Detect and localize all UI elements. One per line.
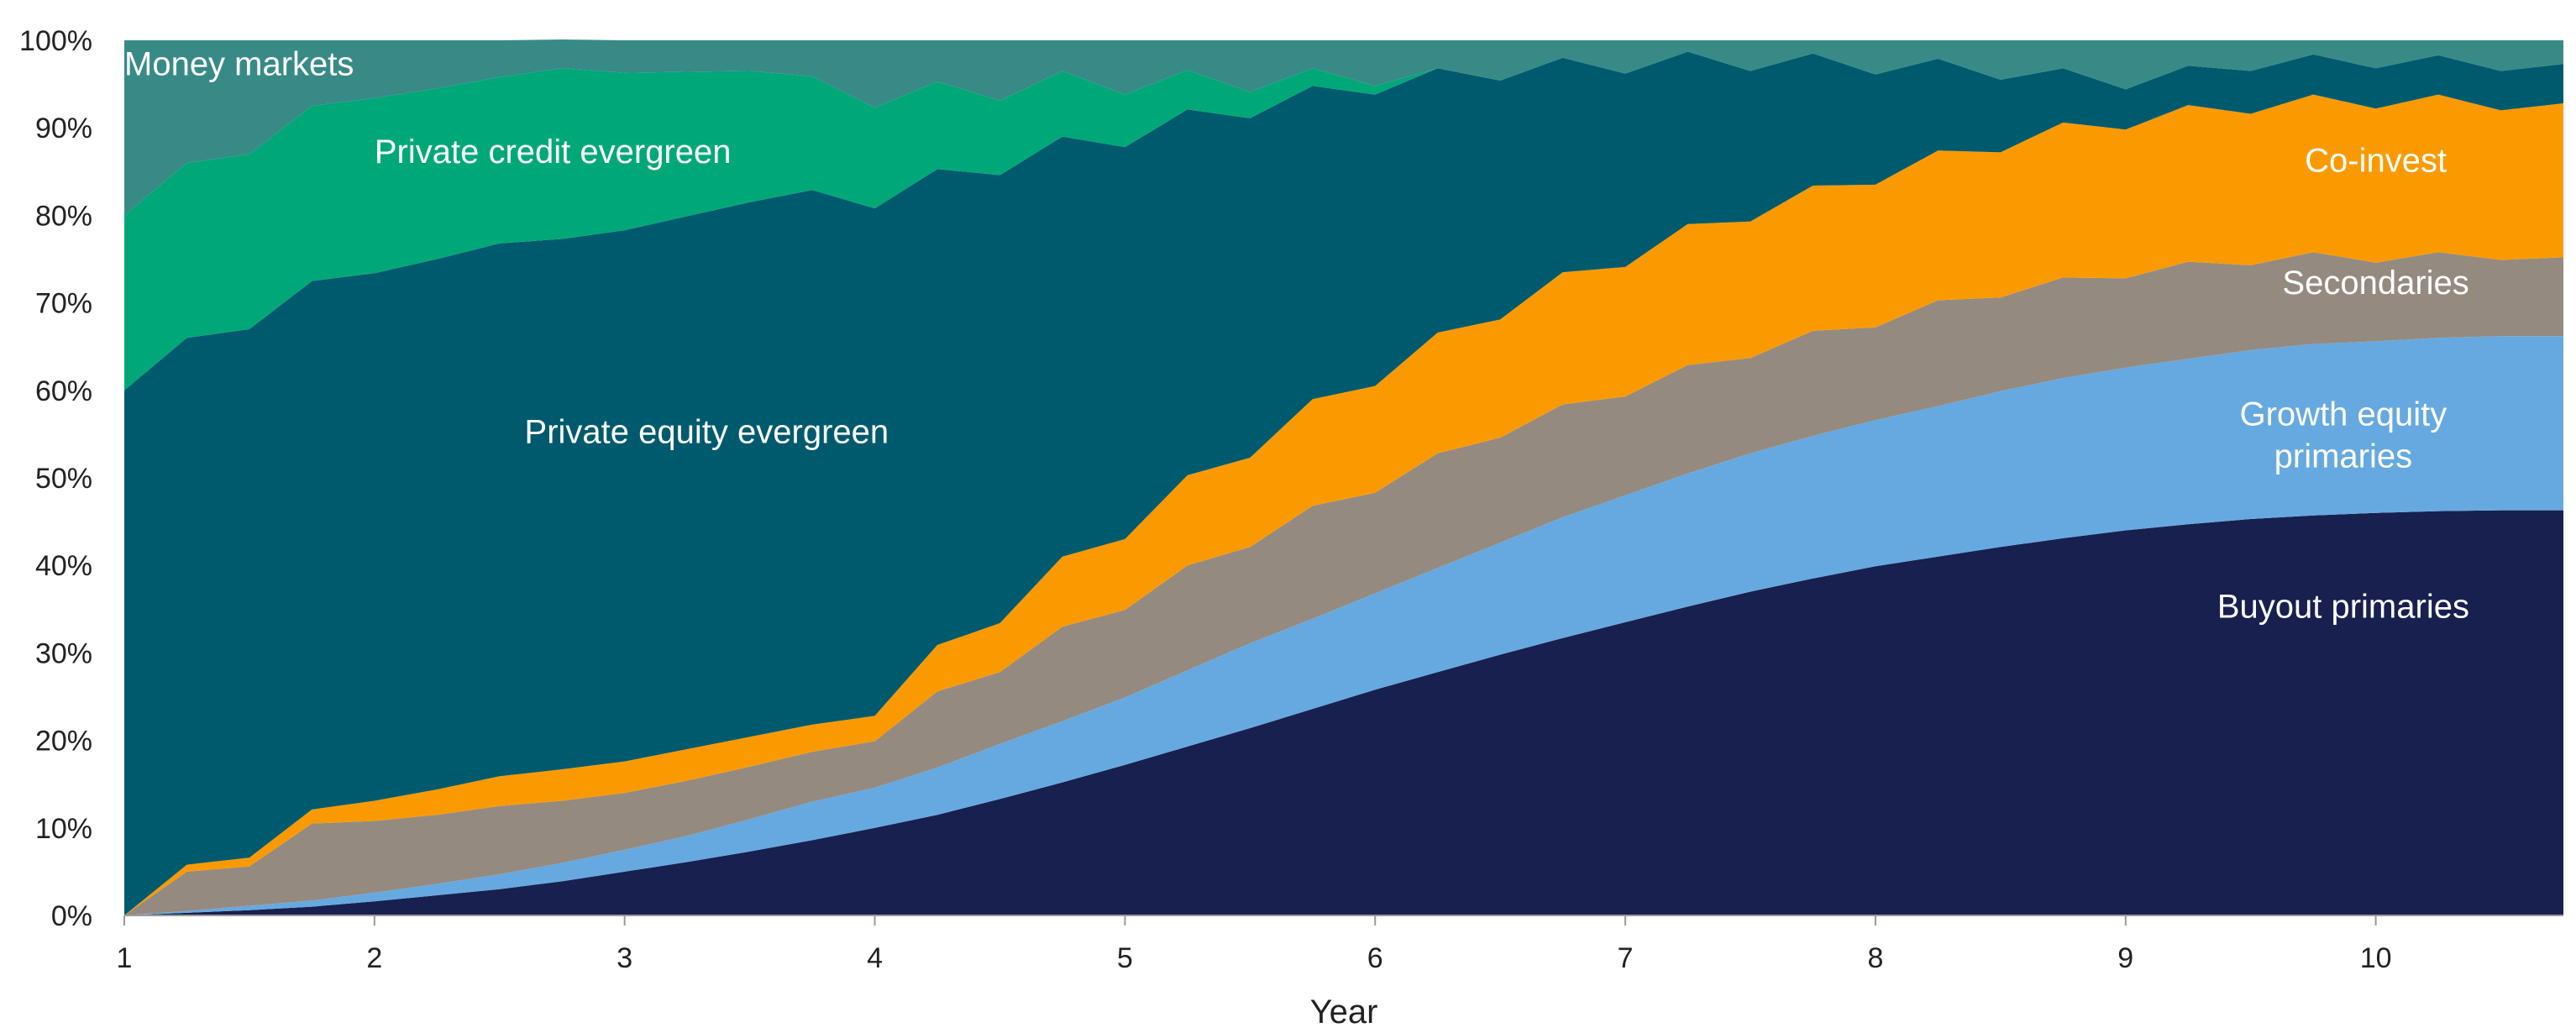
y-tick-label: 70% <box>35 288 92 320</box>
y-tick-label: 90% <box>35 113 92 144</box>
y-tick-label: 50% <box>35 463 92 495</box>
area-secondaries <box>124 252 2563 915</box>
x-axis-tick-labels: 1 2 3 4 5 6 7 8 9 10 <box>117 915 2392 974</box>
area-private-credit-evergreen <box>124 51 2563 391</box>
label-co-invest: Co-invest <box>2305 142 2447 179</box>
y-tick-label: 30% <box>35 637 92 669</box>
area-co-invest <box>124 94 2563 916</box>
x-tick-label: 1 <box>117 942 133 974</box>
x-tick-label: 7 <box>1618 942 1634 974</box>
x-tick-label: 6 <box>1367 942 1383 974</box>
y-tick-label: 80% <box>35 200 92 232</box>
y-tick-label: 100% <box>19 25 92 57</box>
y-tick-label: 20% <box>35 726 92 758</box>
x-axis-title: Year <box>1310 994 1378 1030</box>
label-money-markets: Money markets <box>124 46 354 83</box>
area-money-markets <box>124 39 2563 216</box>
y-tick-label: 0% <box>51 900 92 932</box>
x-tick-label: 4 <box>867 942 883 974</box>
x-tick-label: 8 <box>1867 942 1883 974</box>
label-buyout-primaries: Buyout primaries <box>2217 589 2469 626</box>
x-tick-label: 9 <box>2117 942 2133 974</box>
x-tick-label: 10 <box>2360 942 2392 974</box>
area-private-equity-evergreen <box>124 51 2563 915</box>
label-private-equity-evergreen: Private equity evergreen <box>525 413 889 450</box>
x-tick-label: 5 <box>1117 942 1133 974</box>
area-buyout-primaries <box>124 510 2563 915</box>
y-tick-label: 60% <box>35 375 92 407</box>
y-tick-label: 10% <box>35 813 92 845</box>
label-growth-equity-primaries: Growth equity primaries <box>2240 396 2447 475</box>
label-secondaries: Secondaries <box>2282 265 2468 302</box>
y-axis-tick-labels: 0% 10% 20% 30% 40% 50% 60% 70% 80% 90% 100% <box>19 25 92 932</box>
x-tick-label: 3 <box>616 942 632 974</box>
label-private-credit-evergreen: Private credit evergreen <box>375 134 732 170</box>
area-growth-equity-primaries <box>124 336 2563 915</box>
area-layers <box>124 39 2563 916</box>
series-labels: Money markets Private credit evergreen Pri… <box>124 46 2469 626</box>
y-tick-label: 40% <box>35 550 92 582</box>
x-tick-label: 2 <box>366 942 382 974</box>
